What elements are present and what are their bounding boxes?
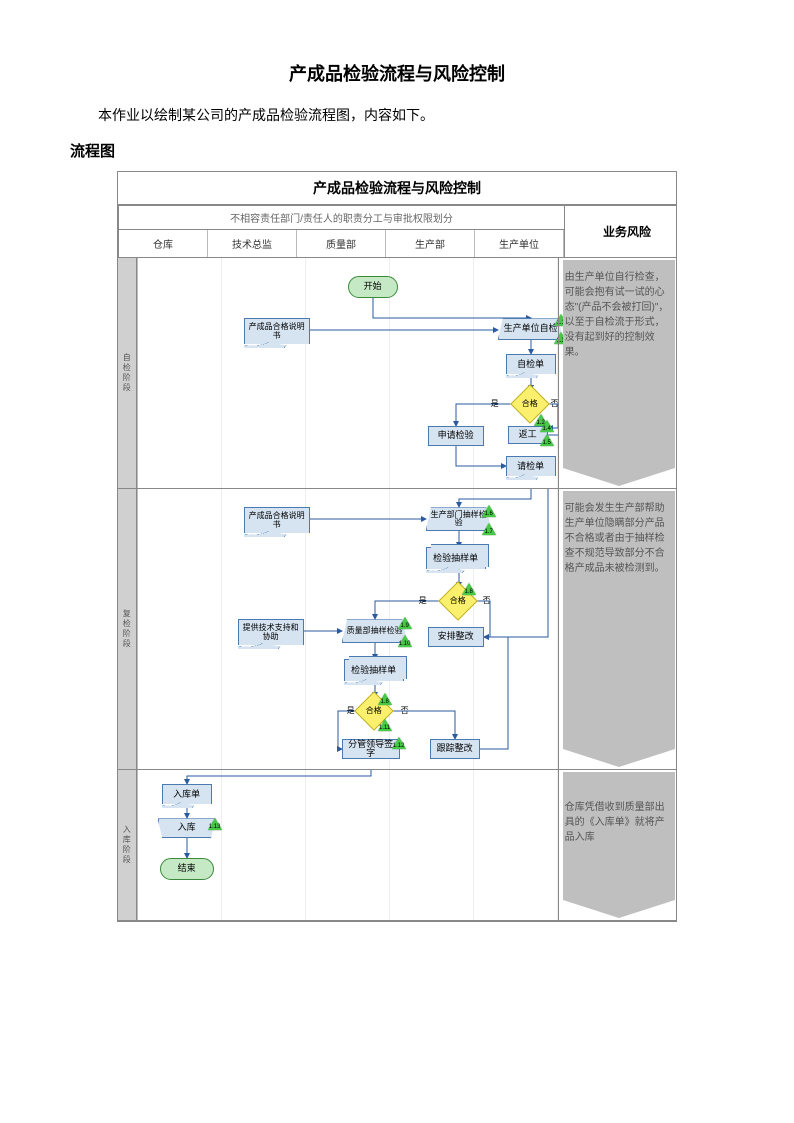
swimlane-row: 复检阶段是否是否产成品合格说明书生产部门抽样检验检验抽样单合格提供技术支持和协助…: [118, 489, 676, 770]
risk-marker-label: 1.12: [393, 743, 405, 749]
node-std1: 产成品合格说明书: [244, 318, 310, 344]
risk-marker-label: 1.4: [542, 426, 550, 432]
node-sample_doc1: 检验抽样单: [426, 547, 486, 569]
risk-marker-label: 1.6: [484, 511, 492, 517]
edge-label: 否: [482, 595, 492, 606]
document-title: 产成品检验流程与风险控制: [70, 60, 724, 86]
lane-header: 生产部: [386, 230, 475, 257]
swimlane-row: 入库阶段入库单入库结束1.13仓库凭借收到质量部出具的《入库单》就将产品入库: [118, 770, 676, 921]
lane-header: 仓库: [119, 230, 208, 257]
risk-text: 可能会发生生产部帮助生产单位隐瞒部分产品不合格或者由于抽样检查不规范导致部分不合…: [565, 501, 670, 576]
risk-cell: 可能会发生生产部帮助生产单位隐瞒部分产品不合格或者由于抽样检查不规范导致部分不合…: [558, 489, 676, 769]
section-heading: 流程图: [70, 140, 724, 161]
chart-body: 自检阶段是否开始产成品合格说明书生产单位自检自检单合格申请检验返工请检单1.11…: [118, 258, 676, 921]
row-label: 自检阶段: [118, 258, 137, 488]
header-row: 不相容责任部门/责任人的职责分工与审批权限划分 仓库技术总监质量部生产部生产单位…: [118, 205, 676, 258]
lanes-area: 入库单入库结束1.13: [137, 770, 558, 920]
edge-label: 是: [418, 595, 428, 606]
risk-header: 业务风险: [564, 206, 689, 257]
node-tech_help: 提供技术支持和协助: [238, 619, 304, 645]
risk-marker-label: 1.10: [399, 641, 411, 647]
risk-cell: 仓库凭借收到质量部出具的《入库单》就将产品入库: [558, 770, 676, 920]
document-intro: 本作业以绘制某公司的产成品检验流程图，内容如下。: [70, 104, 724, 126]
node-selfchk_doc: 自检单: [506, 354, 556, 374]
lane-header: 技术总监: [208, 230, 297, 257]
node-start: 开始: [348, 276, 398, 298]
lane-header: 生产单位: [475, 230, 564, 257]
node-sample_doc2: 检验抽样单: [344, 659, 404, 681]
risk-marker-label: 1.11: [379, 725, 390, 731]
risk-marker-label: 1.8: [380, 699, 388, 705]
swimlane-row: 自检阶段是否开始产成品合格说明书生产单位自检自检单合格申请检验返工请检单1.11…: [118, 258, 676, 489]
chart-subtitle: 不相容责任部门/责任人的职责分工与审批权限划分: [119, 206, 564, 229]
node-indoc: 入库单: [162, 784, 212, 804]
node-std2: 产成品合格说明书: [244, 507, 310, 533]
risk-marker-label: 1.8: [464, 589, 472, 595]
risk-marker-label: 1.13: [209, 824, 221, 830]
lane-header: 质量部: [297, 230, 386, 257]
row-label: 入库阶段: [118, 770, 137, 920]
node-track: 跟踪整改: [430, 739, 480, 759]
edge-label: 是: [490, 398, 500, 409]
node-end: 结束: [160, 858, 214, 880]
risk-text: 仓库凭借收到质量部出具的《入库单》就将产品入库: [565, 800, 670, 845]
flowchart-container: 产成品检验流程与风险控制 不相容责任部门/责任人的职责分工与审批权限划分 仓库技…: [117, 171, 677, 922]
risk-cell: 由生产单位自行检查，可能会抱有试一试的心态"(产品不会被打回)"，以至于自检流于…: [558, 258, 676, 488]
header-lanes-block: 不相容责任部门/责任人的职责分工与审批权限划分 仓库技术总监质量部生产部生产单位: [119, 206, 564, 257]
node-arrange: 安排整改: [428, 627, 484, 647]
risk-marker-label: 1.5: [542, 440, 550, 446]
lanes-area: 是否是否产成品合格说明书生产部门抽样检验检验抽样单合格提供技术支持和协助质量部抽…: [137, 489, 558, 769]
edge-label: 否: [400, 705, 410, 716]
row-label: 复检阶段: [118, 489, 137, 769]
lanes-area: 是否开始产成品合格说明书生产单位自检自检单合格申请检验返工请检单1.11.31.…: [137, 258, 558, 488]
risk-marker-label: 1.7: [484, 529, 492, 535]
node-apply: 申请检验: [428, 426, 484, 446]
risk-text: 由生产单位自行检查，可能会抱有试一试的心态"(产品不会被打回)"，以至于自检流于…: [565, 270, 670, 360]
chart-title: 产成品检验流程与风险控制: [118, 172, 676, 205]
lane-headers: 仓库技术总监质量部生产部生产单位: [119, 229, 564, 257]
risk-marker-label: 1.9: [400, 623, 408, 629]
node-reqdoc: 请检单: [506, 456, 556, 476]
